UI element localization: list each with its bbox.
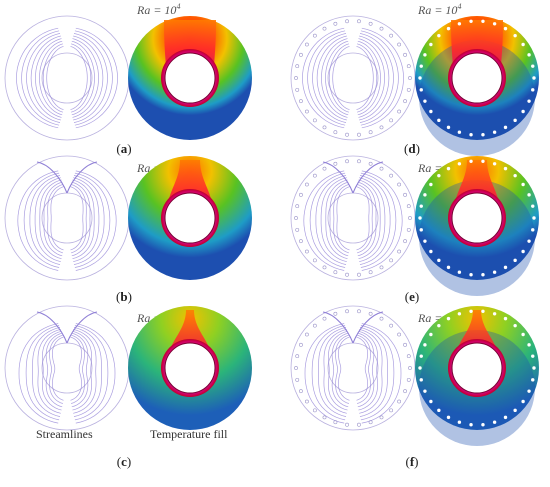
streamline-plot: [290, 305, 416, 431]
panel-d: Ra = 104 (d): [290, 2, 539, 156]
panel-e: Ra = 105(e): [290, 155, 539, 304]
panel-label: (e): [405, 289, 419, 304]
panel-f: Ra = 106(f): [290, 305, 539, 469]
panel-c: Ra = 106(c): [4, 305, 252, 469]
panel-grid: Ra = 104(a)Ra = 105(b)Ra = 106(c)Ra = 10…: [4, 2, 539, 469]
panel-label: (b): [116, 289, 132, 304]
streamline-plot: [290, 155, 416, 281]
panel-label: (c): [117, 454, 131, 469]
panel-label: (d): [404, 141, 420, 156]
streamline-plot: [290, 15, 416, 141]
temperature-plot: [415, 306, 539, 446]
panel-label: (f): [405, 454, 418, 469]
panel-label: (a): [116, 141, 131, 156]
streamlines-caption: Streamlines: [36, 427, 93, 441]
rayleigh-label: Ra = 104: [417, 2, 461, 17]
temperature-plot: [128, 16, 252, 140]
streamline-plot: [4, 305, 130, 431]
temperature-plot: [128, 156, 252, 280]
temperature-plot: [415, 16, 539, 156]
rayleigh-label: Ra = 104: [136, 2, 180, 17]
panel-b: Ra = 105(b): [4, 155, 252, 304]
streamline-plot: [4, 155, 130, 281]
temperature-plot: [415, 156, 539, 296]
temperature-plot: [128, 306, 252, 430]
streamline-plot: [4, 15, 130, 141]
panel-a: Ra = 104 (a): [4, 2, 252, 156]
temperature-caption: Temperature fill: [150, 427, 228, 441]
